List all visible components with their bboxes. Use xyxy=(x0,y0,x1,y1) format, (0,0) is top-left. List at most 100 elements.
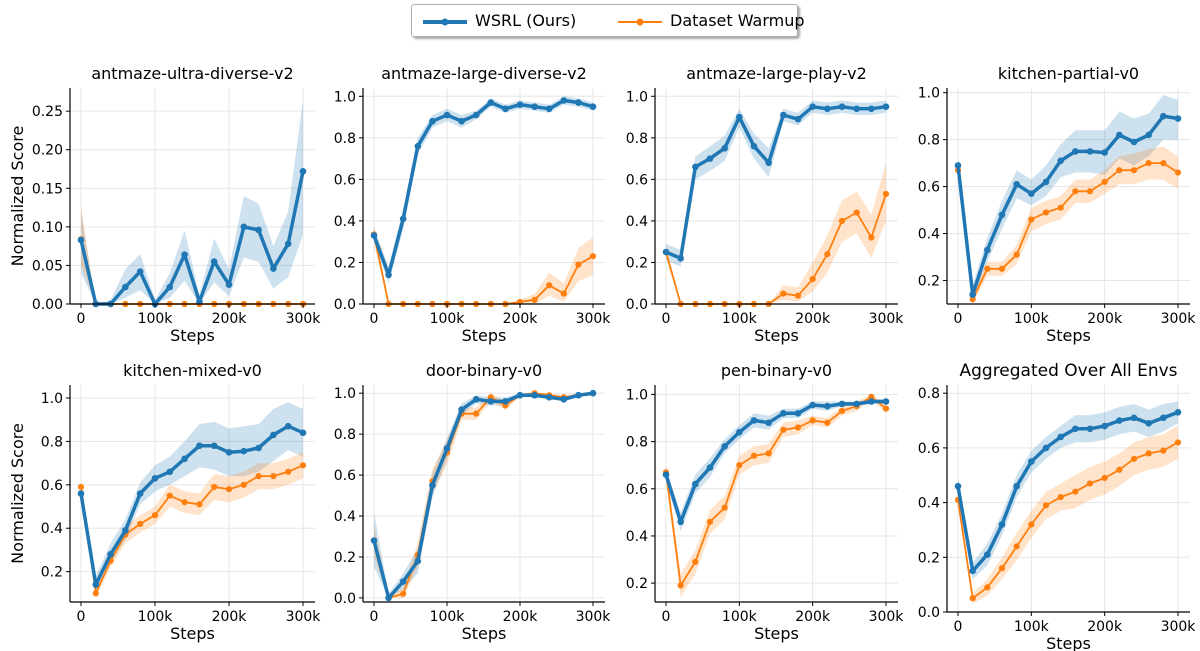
x-tick-label: 0 xyxy=(954,619,963,635)
data-point-wsrl xyxy=(1174,115,1182,122)
x-tick-label: 200k xyxy=(795,609,831,625)
data-point-warmup xyxy=(575,261,582,268)
data-point-wsrl xyxy=(736,428,743,436)
data-point-wsrl xyxy=(589,389,597,397)
data-point-warmup xyxy=(998,265,1006,272)
data-point-warmup xyxy=(1145,160,1152,167)
x-tick-label: 200k xyxy=(503,311,539,327)
x-axis-label: Steps xyxy=(462,624,507,643)
data-point-warmup xyxy=(692,558,699,566)
data-point-wsrl xyxy=(838,400,846,408)
data-point-wsrl xyxy=(472,111,480,119)
data-point-wsrl xyxy=(692,163,699,171)
data-point-wsrl xyxy=(225,281,233,289)
x-tick-label: 300k xyxy=(1161,311,1197,327)
data-point-wsrl xyxy=(809,401,816,409)
data-point-wsrl xyxy=(284,422,292,430)
data-point-wsrl xyxy=(589,103,597,110)
data-point-wsrl xyxy=(458,406,465,413)
data-point-wsrl xyxy=(954,162,962,169)
y-tick-label: 1.0 xyxy=(626,89,648,105)
data-point-wsrl xyxy=(824,402,831,410)
data-point-wsrl xyxy=(1086,425,1094,433)
data-point-wsrl xyxy=(545,393,553,401)
data-point-wsrl xyxy=(225,448,233,456)
data-point-warmup xyxy=(1057,204,1064,211)
data-point-wsrl xyxy=(1116,417,1123,424)
data-point-wsrl xyxy=(1057,157,1064,165)
data-point-wsrl xyxy=(677,518,684,526)
data-point-wsrl xyxy=(794,410,802,417)
data-point-warmup xyxy=(1160,160,1167,167)
x-axis-label: Steps xyxy=(754,326,799,345)
confidence-band xyxy=(374,393,593,598)
series-line-warmup xyxy=(957,162,1179,301)
chart-panel: 0 100k 200k 300k 0.2 0.4 0.6 0.8 1.0 kitchen-part… xyxy=(918,64,1197,345)
data-point-wsrl xyxy=(487,398,495,405)
data-point-wsrl xyxy=(255,226,262,234)
data-point-warmup xyxy=(838,407,846,415)
chart-panel: 0 100k 200k 300k 0.0 0.2 0.4 0.6 0.8 1.0 antmaze-l… xyxy=(626,64,905,345)
x-axis-label: Steps xyxy=(462,326,507,345)
data-point-wsrl xyxy=(882,103,890,110)
data-point-wsrl xyxy=(1028,190,1035,197)
series-line-wsrl xyxy=(665,104,887,261)
y-tick-label: 0.0 xyxy=(626,297,648,313)
data-point-warmup xyxy=(77,483,85,491)
x-tick-label: 0 xyxy=(77,311,86,327)
y-tick-label: 0.0 xyxy=(334,591,356,607)
data-point-wsrl xyxy=(122,527,129,534)
data-point-warmup xyxy=(868,234,875,241)
data-point-warmup xyxy=(1013,251,1020,258)
confidence-band xyxy=(958,146,1178,304)
y-tick-label: 0.8 xyxy=(918,133,940,149)
x-tick-label: 300k xyxy=(1161,619,1197,635)
data-point-warmup xyxy=(1160,447,1167,454)
chart-title: kitchen-partial-v0 xyxy=(998,64,1139,83)
y-tick-label: 1.0 xyxy=(626,387,648,403)
confidence-band xyxy=(666,100,886,267)
y-tick-label: 0.4 xyxy=(918,496,940,512)
y-tick-label: 0.0 xyxy=(918,605,940,621)
y-axis-label: Normalized Score xyxy=(8,126,27,267)
data-point-wsrl xyxy=(284,240,292,248)
x-tick-label: 300k xyxy=(286,311,322,327)
chart-panel: 0 100k 200k 300k 0.2 0.4 0.6 0.8 1.0 kitchen-mixe… xyxy=(8,361,321,643)
x-tick-label: 100k xyxy=(722,311,758,327)
chart-title: pen-binary-v0 xyxy=(721,361,832,380)
data-point-warmup xyxy=(1101,178,1108,186)
data-point-wsrl xyxy=(1013,180,1020,188)
x-axis-label: Steps xyxy=(170,624,215,643)
chart-panel: 0 100k 200k 300k 0.0 0.2 0.4 0.6 0.8 Aggregated O… xyxy=(918,361,1197,651)
data-point-wsrl xyxy=(824,105,831,113)
data-point-wsrl xyxy=(370,537,378,544)
data-point-wsrl xyxy=(240,447,248,455)
chart-title: antmaze-large-diverse-v2 xyxy=(381,64,587,83)
x-tick-label: 0 xyxy=(954,311,963,327)
x-tick-label: 100k xyxy=(1014,311,1050,327)
data-point-wsrl xyxy=(706,155,714,162)
data-point-wsrl xyxy=(575,99,582,106)
y-tick-label: 0.00 xyxy=(32,297,63,313)
data-point-wsrl xyxy=(429,117,436,125)
y-tick-label: 0.8 xyxy=(626,131,648,147)
data-point-warmup xyxy=(166,492,173,499)
data-point-wsrl xyxy=(77,236,85,244)
data-point-wsrl xyxy=(882,398,890,405)
data-point-wsrl xyxy=(706,464,714,471)
data-point-wsrl xyxy=(1101,422,1108,430)
confidence-band xyxy=(958,426,1178,604)
chart-title: antmaze-ultra-diverse-v2 xyxy=(91,64,293,83)
y-tick-label: 0.2 xyxy=(334,550,356,566)
confidence-band xyxy=(81,452,303,598)
x-axis-label: Steps xyxy=(170,326,215,345)
data-point-wsrl xyxy=(210,442,218,450)
y-tick-label: 0.15 xyxy=(32,181,63,197)
x-tick-label: 200k xyxy=(1087,311,1123,327)
data-point-warmup xyxy=(560,290,567,297)
y-tick-label: 0.6 xyxy=(626,482,648,498)
data-point-warmup xyxy=(882,190,890,198)
data-point-wsrl xyxy=(969,567,976,575)
data-point-warmup xyxy=(1116,466,1123,473)
y-tick-label: 0.10 xyxy=(32,220,63,236)
